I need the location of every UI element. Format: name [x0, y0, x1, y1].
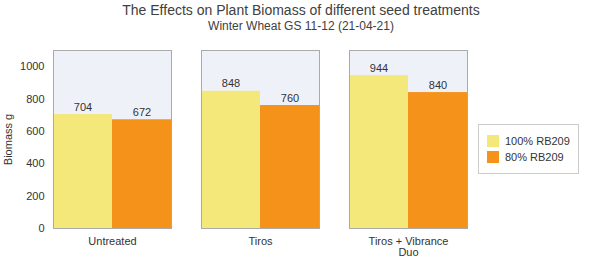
svg-text:600: 600: [26, 125, 44, 137]
svg-text:Tiros: Tiros: [248, 235, 273, 247]
svg-text:0: 0: [38, 222, 44, 234]
svg-text:Untreated: Untreated: [88, 235, 136, 247]
svg-text:760: 760: [281, 92, 299, 104]
svg-text:200: 200: [26, 190, 44, 202]
svg-text:944: 944: [370, 62, 388, 74]
svg-text:Tiros + VibranceDuo: Tiros + VibranceDuo: [369, 235, 449, 258]
html-text:Winter Wheat GS 11-12 (21-04-2: Winter Wheat GS 11-12 (21-04-21): [208, 19, 394, 33]
svg-text:672: 672: [133, 106, 151, 118]
svg-text:848: 848: [222, 77, 240, 89]
svg-text:840: 840: [429, 79, 447, 91]
svg-text:Biomass g: Biomass g: [2, 114, 14, 165]
svg-text:1000: 1000: [20, 60, 44, 72]
html-text:The Effects on Plant Biomass o: The Effects on Plant Biomass of differen…: [122, 2, 480, 18]
html-text:100% RB209: 100% RB209: [505, 135, 570, 147]
svg-text:400: 400: [26, 157, 44, 169]
html-text:80% RB209: 80% RB209: [505, 151, 564, 163]
svg-text:800: 800: [26, 93, 44, 105]
svg-text:704: 704: [74, 101, 92, 113]
